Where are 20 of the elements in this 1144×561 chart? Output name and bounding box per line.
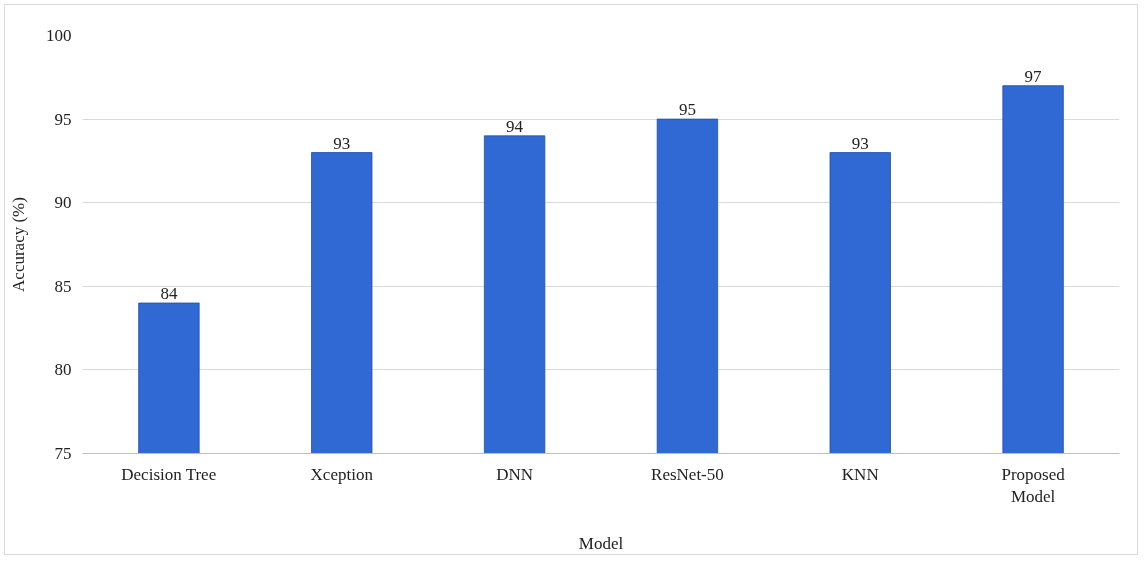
x-tick-label: DNN bbox=[496, 464, 534, 484]
data-label: 95 bbox=[678, 100, 696, 120]
data-label: 94 bbox=[506, 116, 524, 136]
y-tick-label: 75 bbox=[54, 444, 72, 463]
data-label: 84 bbox=[160, 284, 178, 304]
data-label: 93 bbox=[333, 133, 351, 153]
data-label: 97 bbox=[1024, 66, 1043, 86]
y-tick-label: 85 bbox=[54, 276, 72, 296]
x-tick-label: Proposed Model bbox=[1001, 464, 1066, 507]
x-tick-label: ResNet-50 bbox=[651, 464, 724, 484]
y-axis-title: Accuracy (%) bbox=[9, 197, 28, 292]
x-axis-title: Model bbox=[578, 534, 624, 554]
y-tick-label: 95 bbox=[54, 109, 72, 129]
x-tick-label: Decision Tree bbox=[121, 464, 217, 484]
x-tick-label: Xception bbox=[310, 464, 374, 484]
data-label: 93 bbox=[851, 133, 869, 153]
y-tick-label: 80 bbox=[54, 360, 72, 380]
x-tick-label: KNN bbox=[841, 464, 879, 484]
y-tick-label: 90 bbox=[54, 193, 72, 213]
y-tick-label: 100 bbox=[46, 26, 72, 45]
